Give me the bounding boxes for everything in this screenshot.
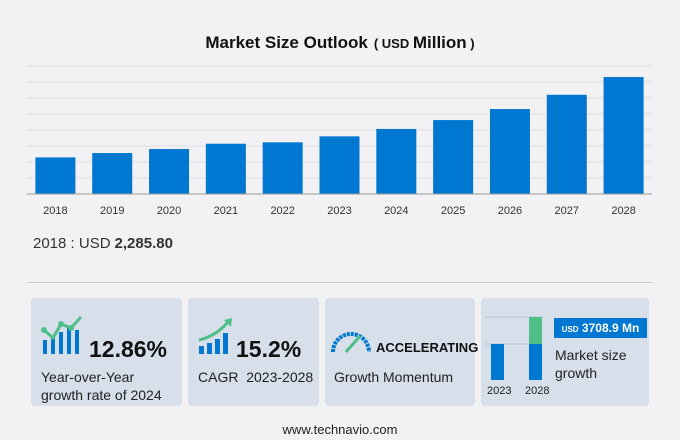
x-tick-label: 2022 [270,205,294,217]
x-tick-label: 2018 [43,205,67,217]
x-tick-label: 2028 [611,205,635,217]
bar-2021 [205,143,246,194]
bar-chart: 2018 2019 2020 2021 2022 2023 2024 2025 2026 2027… [27,65,652,217]
x-tick-label: 2020 [157,205,181,217]
bar-2019 [92,153,133,194]
x-tick-label: 2019 [100,205,124,217]
footer-url: www.technavio.com [282,422,398,437]
x-tick-label: 2021 [214,205,238,217]
bar-2027 [546,94,587,194]
x-tick-label: 2026 [498,205,522,217]
growth-comparison-icon [485,316,543,380]
base-year-value: 2018 : USD 2,285.80 [33,235,173,252]
yoy-label: Year-over-Year growth rate of 2024 [41,369,162,403]
bar-2022 [262,142,303,194]
growth-chart-icon [41,315,83,354]
growth-label: Market size growth [555,347,627,381]
card-momentum: ACCELERATING Growth Momentum [325,298,479,406]
bar-2026 [489,109,530,194]
speedometer-icon [331,332,371,353]
momentum-label: Growth Momentum [334,369,454,385]
momentum-value: ACCELERATING [376,340,479,355]
year-end: 2028 [525,385,550,397]
bar-2023 [319,136,360,194]
bar-2028 [603,77,644,194]
x-tick-label: 2027 [555,205,579,217]
bar-2025 [433,120,474,194]
card-yoy: 12.86% Year-over-Year growth rate of 2024 [31,298,182,406]
x-tick-label: 2025 [441,205,465,217]
card-market-growth: 2023 2028 USD 3708.9 Mn Market size growt… [481,298,649,406]
yoy-value: 12.86% [89,336,168,362]
bar-2018 [35,157,76,194]
cagr-label: CAGR 2023-2028 [198,369,314,385]
bar-2024 [376,128,417,194]
year-start: 2023 [487,385,512,397]
growth-badge: USD 3708.9 Mn [554,318,647,338]
bar-2020 [149,149,190,194]
x-tick-label: 2024 [384,205,408,217]
divider [28,282,652,283]
x-tick-label: 2023 [327,205,351,217]
chart-title: Market Size Outlook( USD Million ) [205,33,475,52]
cagr-value: 15.2% [236,336,302,362]
card-cagr: 15.2% CAGR 2023-2028 [188,298,319,406]
trend-up-icon [198,318,232,354]
